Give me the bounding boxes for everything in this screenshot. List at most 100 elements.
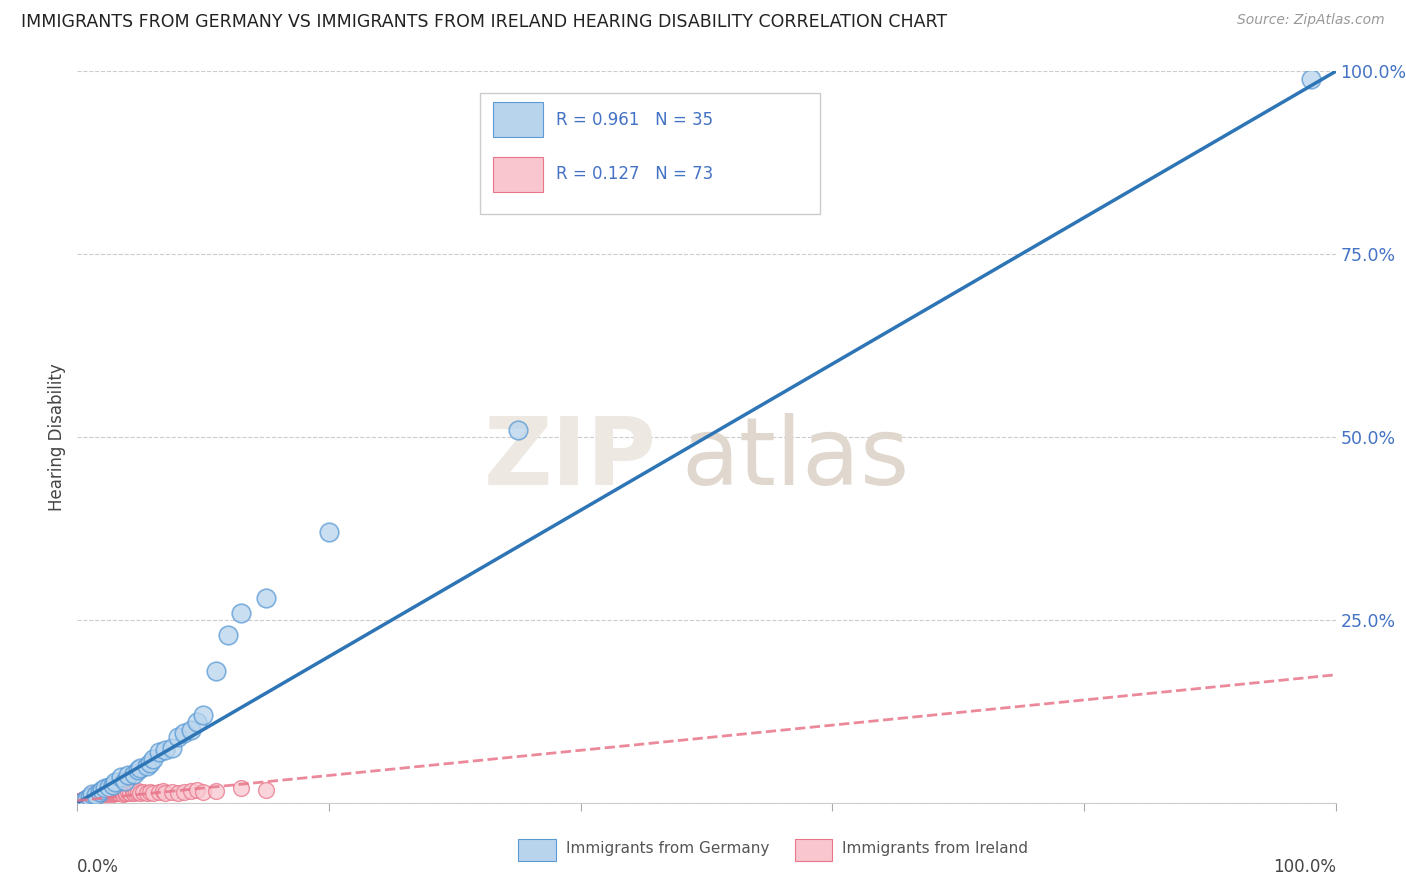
Point [89, 785, 111, 799]
Point [86, 787, 108, 801]
Point [79, 789, 101, 804]
Point [121, 785, 143, 799]
Point [87, 786, 110, 800]
Point [160, 785, 183, 799]
Point [84, 786, 107, 800]
Point [104, 785, 127, 799]
Point [101, 777, 124, 792]
Point [191, 708, 215, 723]
Point [111, 787, 134, 801]
Point [86, 789, 108, 803]
Point [129, 761, 152, 775]
Point [104, 775, 127, 789]
Point [76, 790, 98, 805]
Point [122, 766, 145, 780]
Text: atlas: atlas [682, 413, 910, 505]
Point [132, 785, 155, 799]
Point [139, 756, 162, 770]
Point [96, 786, 118, 800]
Point [73, 792, 96, 806]
Point [91, 782, 114, 797]
Point [80, 789, 103, 804]
Point [120, 786, 142, 800]
Point [83, 787, 105, 801]
FancyBboxPatch shape [492, 102, 543, 137]
Point [152, 784, 174, 798]
Point [93, 787, 115, 801]
Point [77, 789, 100, 804]
Point [110, 785, 132, 799]
Point [122, 786, 145, 800]
Point [97, 786, 120, 800]
Point [135, 786, 157, 800]
Point [84, 789, 107, 803]
Point [107, 786, 129, 800]
Point [82, 788, 104, 802]
Point [254, 591, 277, 605]
Text: 0.0%: 0.0% [77, 858, 120, 876]
Point [167, 786, 190, 800]
Point [103, 786, 125, 800]
Point [173, 785, 195, 799]
Point [72, 792, 94, 806]
Point [160, 740, 183, 755]
Text: IMMIGRANTS FROM GERMANY VS IMMIGRANTS FROM IRELAND HEARING DISABILITY CORRELATIO: IMMIGRANTS FROM GERMANY VS IMMIGRANTS FR… [21, 13, 948, 31]
Text: Source: ZipAtlas.com: Source: ZipAtlas.com [1237, 13, 1385, 28]
Point [101, 787, 124, 801]
Point [148, 745, 170, 759]
Point [69, 794, 91, 808]
Point [75, 791, 97, 805]
Point [204, 664, 226, 678]
Text: ZIP: ZIP [484, 413, 657, 505]
Point [506, 423, 529, 437]
Point [98, 786, 121, 800]
Point [186, 783, 208, 797]
Point [76, 791, 98, 805]
Point [91, 786, 114, 800]
Point [115, 786, 138, 800]
FancyBboxPatch shape [479, 94, 820, 214]
Point [110, 770, 132, 784]
Point [72, 794, 94, 808]
Point [127, 763, 149, 777]
Point [83, 788, 105, 802]
Point [114, 786, 136, 800]
Point [139, 785, 162, 799]
Point [229, 781, 252, 796]
Point [82, 789, 104, 803]
Point [94, 781, 117, 796]
Point [96, 787, 118, 801]
Point [117, 768, 139, 782]
FancyBboxPatch shape [794, 839, 832, 862]
Text: 100.0%: 100.0% [1272, 858, 1336, 876]
Point [180, 723, 202, 737]
Point [72, 793, 94, 807]
Point [89, 786, 111, 800]
Point [75, 792, 97, 806]
FancyBboxPatch shape [517, 839, 555, 862]
Text: Immigrants from Ireland: Immigrants from Ireland [842, 840, 1028, 855]
Point [84, 786, 107, 800]
Point [186, 715, 208, 730]
Point [97, 780, 120, 794]
Point [229, 606, 252, 620]
Point [204, 784, 226, 798]
Point [142, 786, 165, 800]
Point [67, 794, 90, 808]
Point [79, 789, 101, 804]
Point [318, 525, 340, 540]
Text: R = 0.127   N = 73: R = 0.127 N = 73 [555, 165, 713, 183]
Text: R = 0.961   N = 35: R = 0.961 N = 35 [555, 111, 713, 128]
Point [173, 726, 195, 740]
Point [148, 785, 170, 799]
Point [90, 786, 112, 800]
Point [94, 786, 117, 800]
Point [104, 786, 127, 800]
Point [114, 773, 136, 788]
Point [180, 784, 202, 798]
Point [129, 786, 152, 800]
Point [91, 785, 114, 799]
Point [70, 794, 93, 808]
Point [84, 786, 107, 800]
FancyBboxPatch shape [492, 157, 543, 192]
